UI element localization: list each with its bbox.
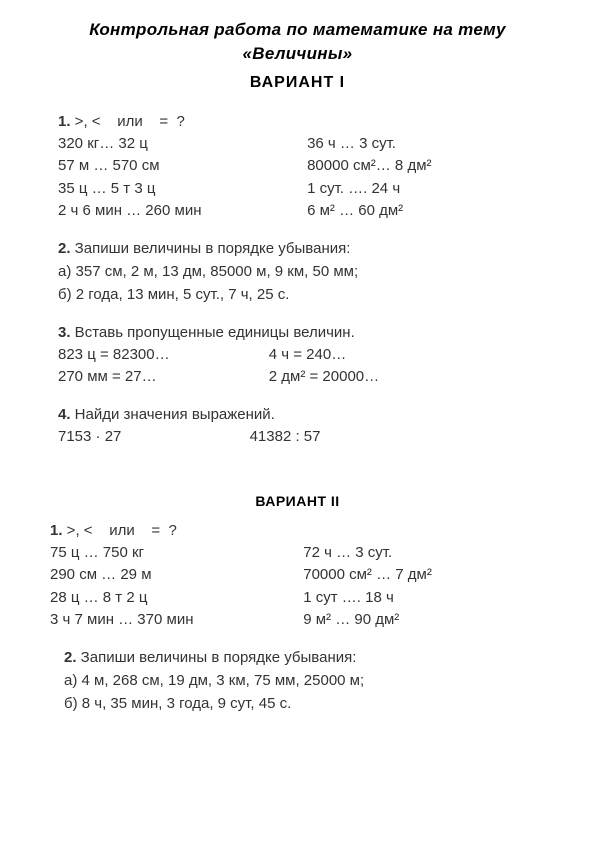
v2-t1-prompt: 1. >, < или = ? <box>50 519 537 542</box>
v2-t2-a: а) 4 м, 268 см, 19 дм, 3 км, 75 мм, 2500… <box>64 669 537 692</box>
title-line2: «Величины» <box>243 44 353 63</box>
v1-task1: 1. >, < или = ? 320 кг… 32 ц 36 ч … 3 су… <box>50 110 545 223</box>
variant-1-heading: ВАРИАНТ I <box>50 74 545 92</box>
v1-t1-row0: 320 кг… 32 ц 36 ч … 3 сут. <box>58 133 537 156</box>
v1-t1-row2: 35 ц … 5 т 3 ц 1 сут. …. 24 ч <box>58 178 537 201</box>
v1-task2: 2. Запиши величины в порядке убывания: а… <box>50 237 545 307</box>
v1-task4: 4. Найди значения выражений. 7153 · 27 4… <box>50 403 545 449</box>
v1-t2-a: а) 357 см, 2 м, 13 дм, 85000 м, 9 км, 50… <box>58 260 537 283</box>
v1-t3-prompt: 3. Вставь пропущенные единицы величин. <box>58 321 537 344</box>
task-num: 3. <box>58 324 71 341</box>
cell: 1 сут. …. 24 ч <box>307 178 537 201</box>
worksheet-title: Контрольная работа по математике на тему… <box>50 18 545 66</box>
v2-t1-row2: 28 ц … 8 т 2 ц 1 сут …. 18 ч <box>50 587 537 610</box>
cell: 35 ц … 5 т 3 ц <box>58 178 307 201</box>
cell: 72 ч … 3 сут. <box>303 542 537 565</box>
v1-t1-row3: 2 ч 6 мин … 260 мин 6 м² … 60 дм² <box>58 200 537 223</box>
task-num: 2. <box>58 240 71 257</box>
v2-t2-prompt: 2. Запиши величины в порядке убывания: <box>64 646 537 669</box>
task-num: 1. <box>50 522 63 539</box>
v1-t3-row0: 823 ц = 82300… 4 ч = 240… <box>58 344 537 367</box>
cell: 823 ц = 82300… <box>58 344 269 367</box>
cell: 7153 · 27 <box>58 426 250 449</box>
cell: 36 ч … 3 сут. <box>307 133 537 156</box>
v1-t3-row1: 270 мм = 27… 2 дм² = 20000… <box>58 366 537 389</box>
cell: 9 м² … 90 дм² <box>303 609 537 632</box>
cell: 80000 см²… 8 дм² <box>307 155 537 178</box>
v2-t1-row3: 3 ч 7 мин … 370 мин 9 м² … 90 дм² <box>50 609 537 632</box>
cell: 4 ч = 240… <box>269 344 499 367</box>
cell: 270 мм = 27… <box>58 366 269 389</box>
cell: 2 дм² = 20000… <box>269 366 499 389</box>
cell: 1 сут …. 18 ч <box>303 587 537 610</box>
v1-t2-b: б) 2 года, 13 мин, 5 сут., 7 ч, 25 с. <box>58 283 537 306</box>
v1-t1-prompt: 1. >, < или = ? <box>58 110 537 133</box>
cell: 41382 : 57 <box>250 426 480 449</box>
v2-task1: 1. >, < или = ? 75 ц … 750 кг 72 ч … 3 с… <box>50 519 545 632</box>
cell: 75 ц … 750 кг <box>50 542 303 565</box>
task-num: 4. <box>58 406 71 423</box>
cell: 28 ц … 8 т 2 ц <box>50 587 303 610</box>
title-line1: Контрольная работа по математике на тему <box>89 20 506 39</box>
cell: 290 см … 29 м <box>50 564 303 587</box>
cell: 2 ч 6 мин … 260 мин <box>58 200 307 223</box>
task-num: 2. <box>64 649 77 666</box>
cell: 6 м² … 60 дм² <box>307 200 537 223</box>
cell: 70000 см² … 7 дм² <box>303 564 537 587</box>
cell: 3 ч 7 мин … 370 мин <box>50 609 303 632</box>
v2-task2: 2. Запиши величины в порядке убывания: а… <box>50 646 545 716</box>
v2-t1-row1: 290 см … 29 м 70000 см² … 7 дм² <box>50 564 537 587</box>
page: Контрольная работа по математике на тему… <box>0 0 595 716</box>
variant-2-heading: ВАРИАНТ II <box>50 493 545 509</box>
v1-t1-row1: 57 м … 570 см 80000 см²… 8 дм² <box>58 155 537 178</box>
v1-t4-prompt: 4. Найди значения выражений. <box>58 403 537 426</box>
cell: 320 кг… 32 ц <box>58 133 307 156</box>
v1-t4-row0: 7153 · 27 41382 : 57 <box>58 426 537 449</box>
v2-t2-b: б) 8 ч, 35 мин, 3 года, 9 сут, 45 с. <box>64 692 537 715</box>
v2-t1-row0: 75 ц … 750 кг 72 ч … 3 сут. <box>50 542 537 565</box>
task-num: 1. <box>58 113 71 130</box>
v1-t2-prompt: 2. Запиши величины в порядке убывания: <box>58 237 537 260</box>
v1-task3: 3. Вставь пропущенные единицы величин. 8… <box>50 321 545 389</box>
cell: 57 м … 570 см <box>58 155 307 178</box>
